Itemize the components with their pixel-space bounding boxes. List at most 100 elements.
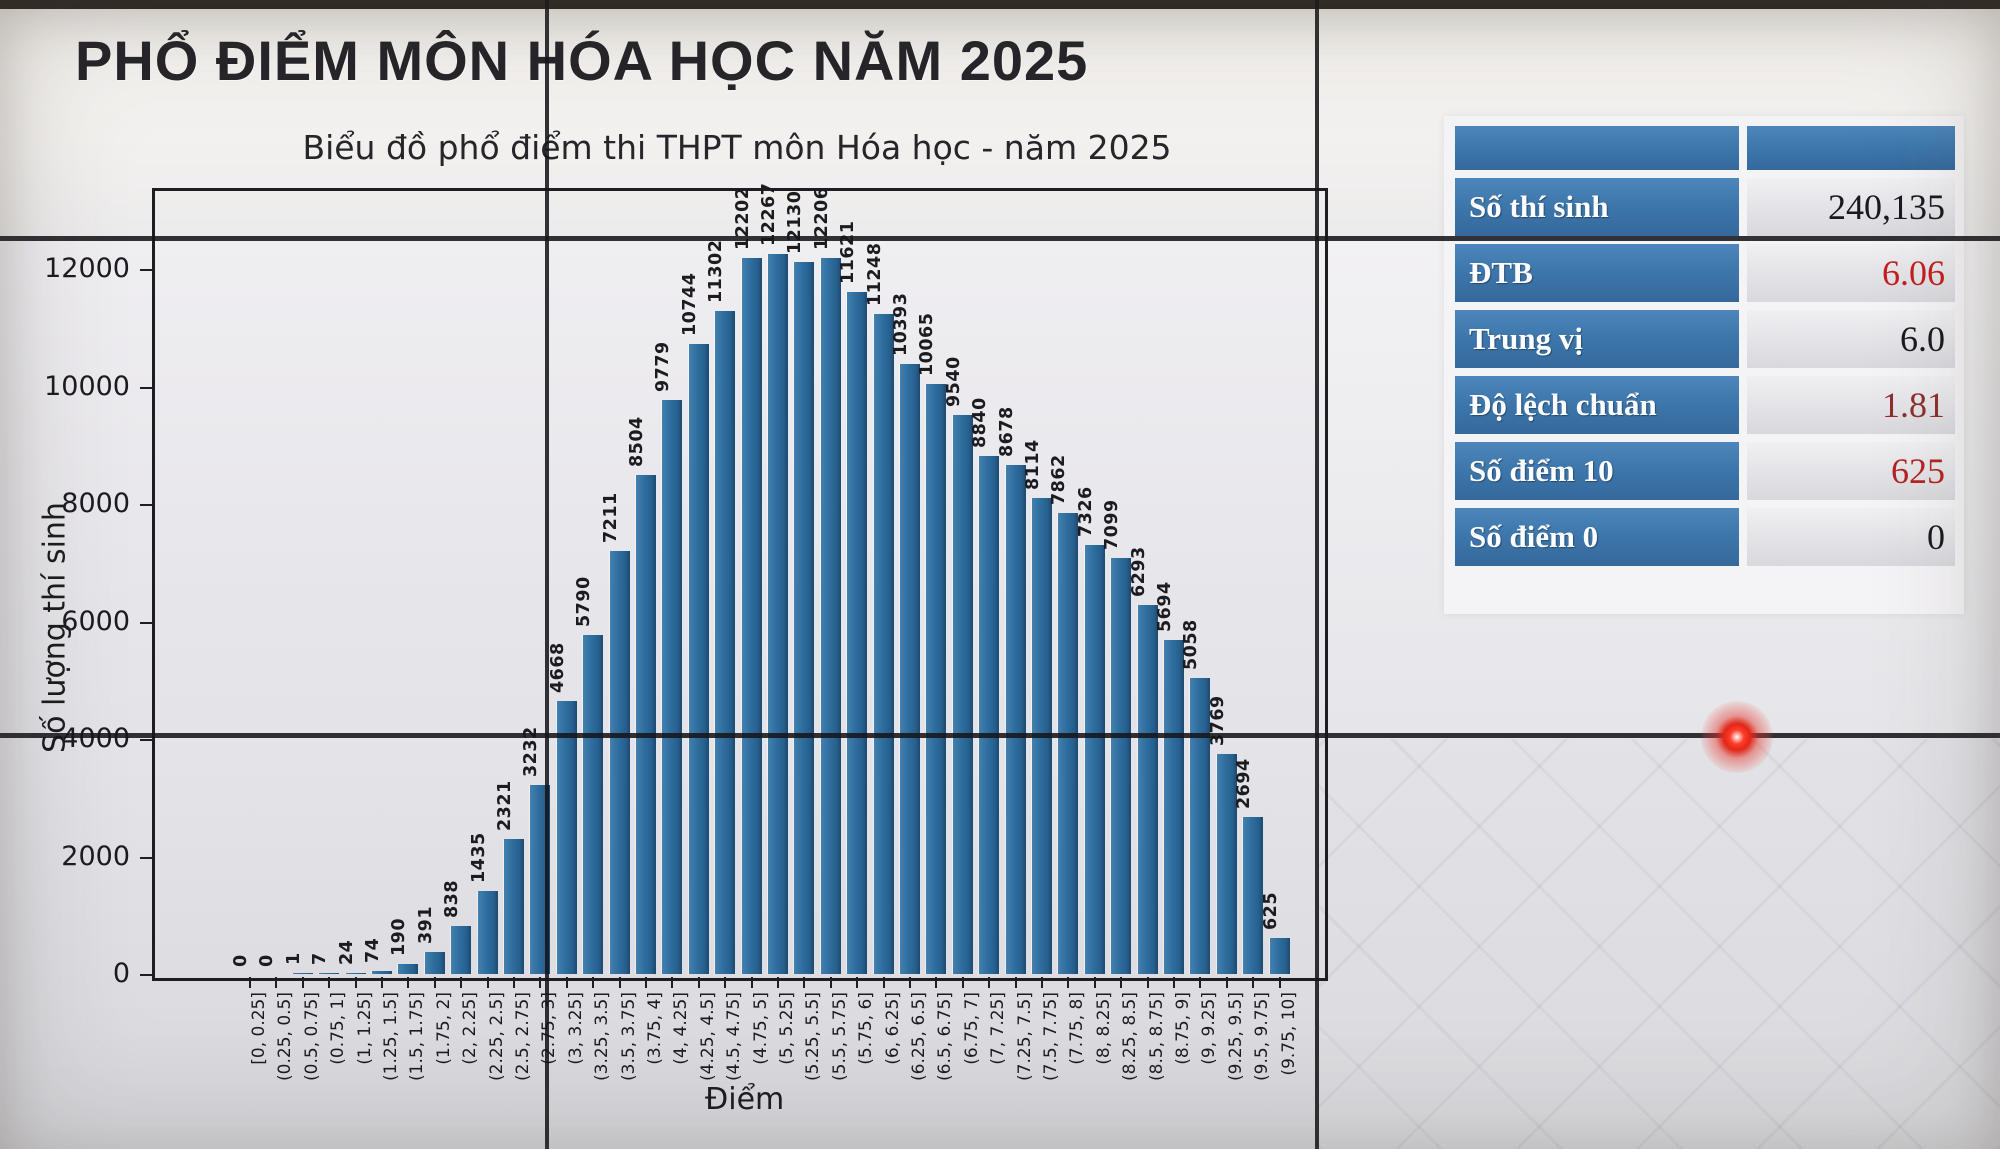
- bar: [504, 839, 524, 974]
- y-axis-tick: [140, 739, 152, 741]
- bar-value-label: 6293: [1128, 546, 1149, 597]
- x-axis-tick: [1014, 977, 1017, 988]
- y-tick-label: 10000: [44, 370, 130, 402]
- x-tick-label: (4.75, 5]: [750, 992, 771, 1065]
- y-axis-tick: [140, 974, 152, 976]
- bar-value-label: 7: [310, 952, 331, 965]
- x-tick-label: (7, 7.25]: [988, 992, 1009, 1065]
- bar-value-label: 11621: [838, 220, 859, 284]
- bar-value-label: 5790: [574, 576, 595, 627]
- stat-label-cell: ĐTB: [1455, 244, 1739, 302]
- x-axis-tick: [1120, 977, 1123, 988]
- bar: [1084, 545, 1105, 974]
- bar-value-label: 4668: [547, 642, 568, 693]
- x-axis-tick: [882, 977, 885, 988]
- stat-label-cell: Độ lệch chuẩn: [1455, 376, 1739, 434]
- x-tick-label: (7.75, 8]: [1067, 992, 1088, 1065]
- bar: [926, 384, 947, 974]
- bar-value-label: 10393: [891, 292, 911, 356]
- stat-value-cell: 6.06: [1747, 244, 1955, 302]
- stat-row: Số điểm 0 0: [1455, 508, 1955, 566]
- x-axis-tick: [803, 977, 806, 988]
- bar: [292, 973, 313, 974]
- bar: [609, 551, 630, 974]
- y-tick-label: 12000: [44, 253, 130, 284]
- x-axis-tick: [328, 977, 331, 988]
- bar: [979, 456, 1000, 974]
- x-tick-label: (5.75, 6]: [856, 992, 877, 1065]
- bar-value-label: 8840: [970, 397, 991, 448]
- y-tick-label: 2000: [61, 840, 130, 872]
- x-tick-label: (7.25, 7.5]: [1014, 992, 1035, 1081]
- x-tick-label: (0.25, 0.5]: [275, 992, 296, 1081]
- x-axis-tick: [1041, 977, 1043, 988]
- y-tick-label: 0: [112, 958, 130, 989]
- x-tick-label: (1.75, 2]: [433, 992, 454, 1065]
- bar-value-label: 5694: [1155, 581, 1175, 632]
- x-axis-tick: [486, 977, 489, 988]
- bar-value-label: 7211: [600, 492, 621, 543]
- x-tick-label: (0.75, 1]: [328, 992, 349, 1065]
- y-axis-tick: [140, 621, 152, 624]
- stats-header-row: [1455, 126, 1955, 170]
- x-tick-label: (6.5, 6.75]: [935, 992, 956, 1081]
- y-axis-tick: [140, 269, 152, 271]
- x-tick-label: (9.75, 10]: [1278, 992, 1299, 1076]
- stat-label-cell: Số điểm 10: [1455, 442, 1739, 500]
- x-axis-tick: [1225, 977, 1228, 988]
- bar-value-label: 190: [389, 917, 410, 956]
- bar-value-label: 5058: [1181, 619, 1202, 670]
- bar: [952, 415, 973, 974]
- stat-label-cell: Trung vị: [1455, 310, 1739, 368]
- x-axis-tick: [829, 977, 832, 988]
- x-tick-label: (4.5, 4.75]: [724, 992, 745, 1081]
- bar-value-label: 7099: [1102, 499, 1123, 550]
- stat-value-cell: 1.81: [1747, 376, 1955, 434]
- x-tick-label: (8.75, 9]: [1173, 992, 1193, 1065]
- x-tick-label: (5.5, 5.75]: [829, 992, 850, 1081]
- bar: [900, 364, 920, 974]
- bar-value-label: 3769: [1207, 695, 1228, 746]
- x-axis-tick: [750, 977, 753, 988]
- bar-value-label: 8504: [627, 416, 647, 467]
- x-axis-tick: [1173, 977, 1175, 988]
- bar: [1032, 498, 1052, 974]
- page-title: PHỔ ĐIỂM MÔN HÓA HỌC NĂM 2025: [75, 29, 1089, 92]
- bar: [319, 973, 340, 974]
- bar: [820, 258, 841, 974]
- x-axis-tick: [381, 977, 383, 988]
- x-tick-label: [0, 0.25]: [249, 992, 269, 1065]
- bar: [636, 475, 656, 974]
- x-tick-label: (8.5, 8.75]: [1146, 992, 1167, 1081]
- x-axis-tick: [697, 977, 700, 988]
- stat-value-cell: 6.0: [1747, 310, 1955, 368]
- bar: [372, 971, 392, 974]
- bar: [1058, 513, 1079, 974]
- x-axis-label: Điểm: [705, 1082, 785, 1117]
- chart-title: Biểu đồ phổ điểm thi THPT môn Hóa học - …: [302, 128, 1172, 167]
- bar-value-label: 12206: [811, 186, 832, 250]
- bar: [873, 314, 894, 974]
- x-axis-tick: [460, 977, 463, 988]
- stat-row: Trung vị 6.0: [1455, 310, 1955, 368]
- bar-value-label: 11248: [864, 242, 885, 306]
- bar-value-label: 12202: [732, 186, 753, 250]
- x-axis-tick: [724, 977, 727, 988]
- x-tick-label: (6.25, 6.5]: [909, 992, 929, 1081]
- stats-header-cell: [1455, 126, 1739, 170]
- x-tick-label: (4, 4.25]: [671, 992, 692, 1065]
- bar: [662, 400, 683, 974]
- bar-value-label: 12267: [759, 182, 779, 246]
- x-axis-tick: [935, 977, 938, 988]
- bar: [424, 952, 445, 974]
- x-axis-tick: [407, 977, 410, 988]
- bar: [556, 701, 577, 974]
- x-tick-label: (9.25, 9.5]: [1225, 992, 1246, 1081]
- bar: [345, 973, 366, 974]
- stats-table: Số thí sinh 240,135 ĐTB 6.06 Trung vị 6.…: [1455, 126, 1955, 574]
- bar: [715, 311, 736, 974]
- bar-value-label: 7326: [1075, 486, 1096, 537]
- x-tick-label: (4.25, 4.5]: [697, 992, 718, 1081]
- stat-row: Số thí sinh 240,135: [1455, 178, 1955, 236]
- bar: [1269, 938, 1290, 974]
